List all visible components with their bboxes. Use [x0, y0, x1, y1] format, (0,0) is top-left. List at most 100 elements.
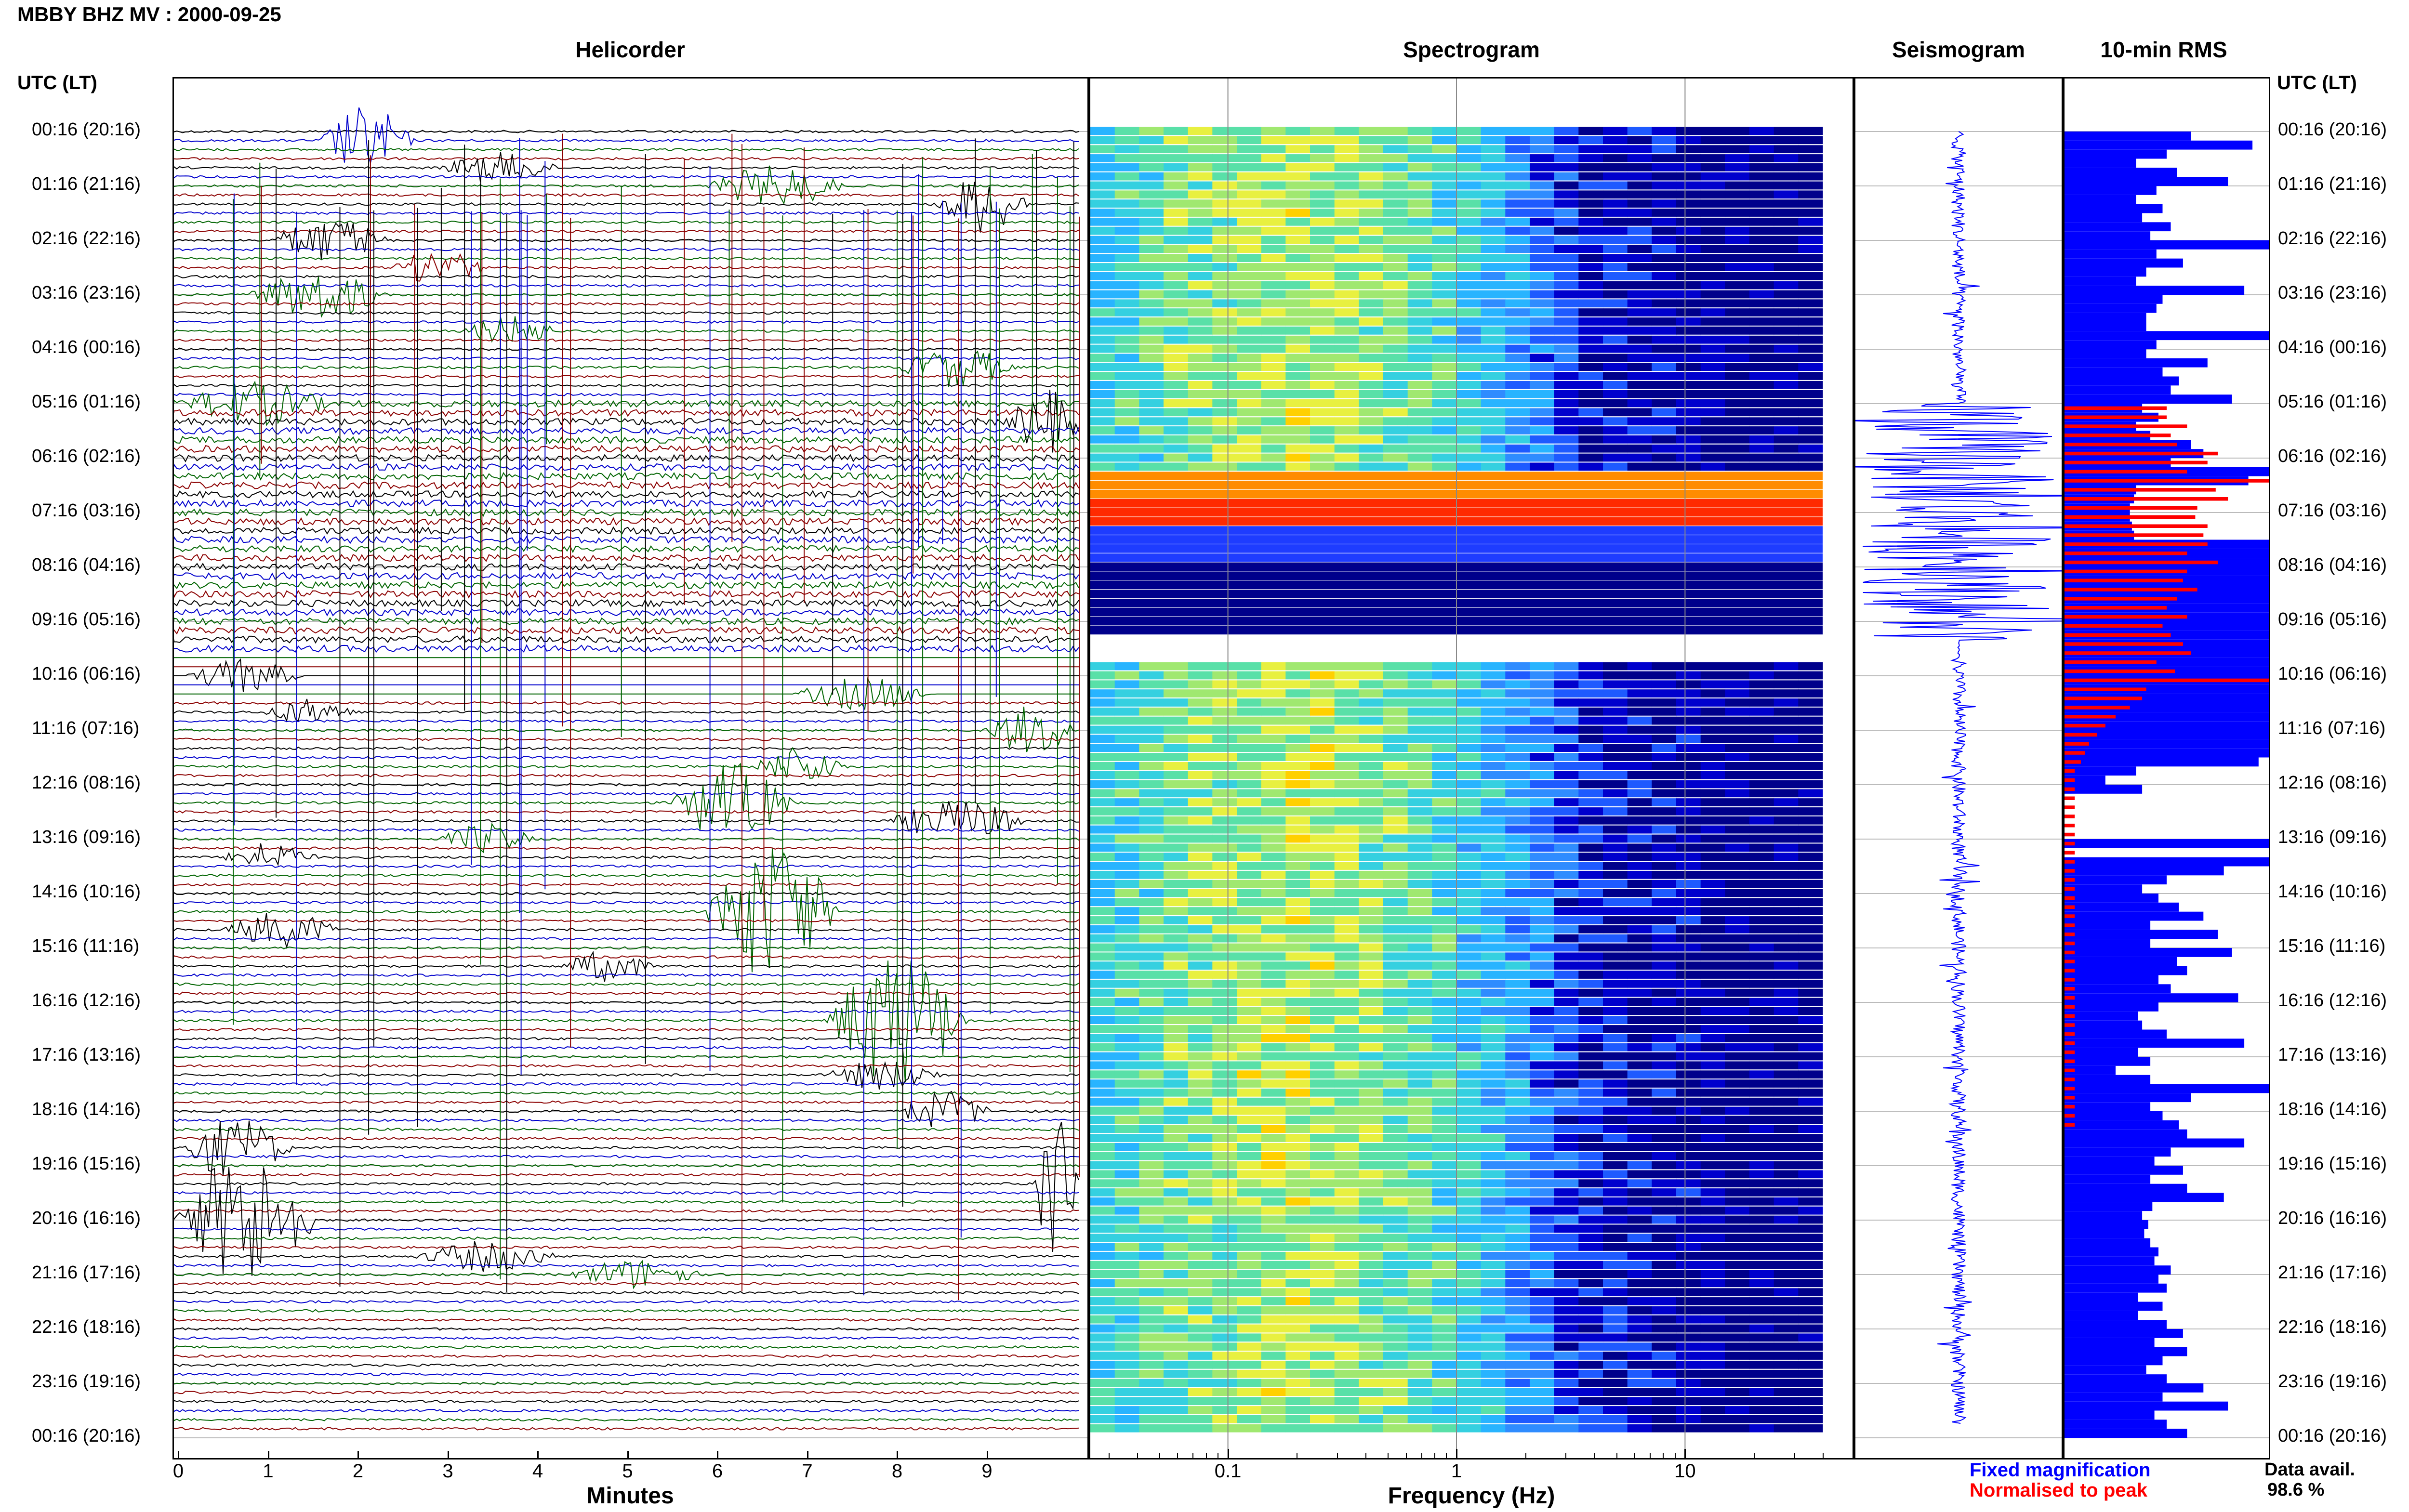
- rms-bar-fixed: [2065, 131, 2191, 141]
- helicorder-trace: [174, 193, 1079, 197]
- rms-bar-fixed: [2065, 866, 2224, 876]
- helicorder-trace: [174, 882, 1079, 886]
- spectrogram-row: [1090, 317, 1823, 326]
- rms-bar-fixed: [2065, 875, 2167, 885]
- rms-bar-fixed: [2065, 186, 2157, 195]
- seismogram-title: Seismogram: [1892, 37, 2025, 62]
- spectrogram-row: [1090, 807, 1823, 815]
- minutes-tick-label: 2: [352, 1460, 364, 1482]
- helicorder-trace: [174, 572, 1079, 580]
- spectrogram-row: [1090, 435, 1823, 444]
- helicorder-trace: [174, 1100, 1079, 1104]
- rms-bar-fixed: [2065, 911, 2204, 921]
- spectrogram-row: [1090, 1397, 1823, 1406]
- rms-bar-fixed: [2065, 621, 2269, 631]
- rms-bar-normalised: [2065, 960, 2075, 963]
- spectrogram-row: [1090, 870, 1823, 879]
- frequency-tick: [1227, 1449, 1229, 1459]
- spectrogram-row: [1090, 136, 1823, 145]
- frequency-minor-tick: [1674, 1453, 1676, 1459]
- helicorder-trace: [174, 626, 1079, 635]
- helicorder-trace: [174, 707, 1079, 752]
- rms-bar-fixed: [2065, 140, 2253, 150]
- rms-bar-fixed: [2065, 776, 2105, 785]
- spectrogram-row: [1090, 825, 1823, 834]
- spectrogram-row: [1090, 889, 1823, 897]
- rms-bar-fixed: [2065, 739, 2269, 749]
- spectrogram-row: [1090, 862, 1823, 870]
- helicorder-trace: [174, 248, 1079, 251]
- time-label-left: 02:16 (22:16): [32, 228, 141, 249]
- rms-bar-fixed: [2065, 1338, 2155, 1347]
- rms-bar-fixed: [2065, 267, 2146, 277]
- time-label-left: 21:16 (17:16): [32, 1262, 141, 1283]
- helicorder-trace: [174, 1418, 1079, 1422]
- helicorder-plot: [174, 107, 1087, 1438]
- time-label-right: 22:16 (18:16): [2278, 1317, 2387, 1337]
- rms-bar-fixed: [2065, 1102, 2151, 1111]
- spectrogram-row: [1090, 199, 1823, 208]
- rms-bar-fixed: [2065, 694, 2269, 703]
- rms-bar-fixed: [2065, 920, 2151, 930]
- helicorder-trace: [174, 302, 1079, 306]
- helicorder-trace: [174, 1427, 1079, 1431]
- rms-bar-fixed: [2065, 657, 2269, 667]
- utc-label-right: UTC (LT): [2277, 72, 2357, 93]
- spectrogram-row: [1090, 744, 1823, 752]
- spectrogram-title: Spectrogram: [1403, 37, 1540, 62]
- helicorder-trace: [174, 211, 1079, 215]
- rms-bar-normalised: [2065, 597, 2177, 601]
- time-label-left: 15:16 (11:16): [32, 936, 140, 956]
- time-label-left: 03:16 (23:16): [32, 283, 141, 303]
- frequency-minor-tick: [1754, 1453, 1755, 1459]
- frequency-minor-tick: [1365, 1453, 1367, 1459]
- spectrogram-row: [1090, 943, 1823, 952]
- frequency-minor-tick: [1663, 1453, 1664, 1459]
- time-label-right: 17:16 (13:16): [2278, 1045, 2387, 1065]
- helicorder-trace: [174, 580, 1079, 590]
- spectrogram-row: [1090, 725, 1823, 734]
- spectrogram-row: [1090, 780, 1823, 789]
- rms-bar-normalised: [2065, 524, 2208, 528]
- helicorder-trace: [174, 864, 1079, 868]
- rms-bar-normalised: [2065, 841, 2075, 846]
- frequency-minor-tick: [1388, 1453, 1389, 1459]
- time-label-left: 00:16 (20:16): [32, 1426, 141, 1446]
- rms-bar-normalised: [2065, 869, 2075, 873]
- rms-bar-normalised: [2065, 533, 2204, 537]
- helicorder-trace: [174, 252, 1079, 282]
- frequency-minor-tick: [1434, 1453, 1436, 1459]
- spectrogram-row: [1090, 444, 1823, 453]
- rms-bar-fixed: [2065, 766, 2136, 776]
- frequency-minor-tick: [1337, 1453, 1338, 1459]
- helicorder-trace: [174, 763, 1079, 830]
- spectrogram-row: [1090, 716, 1823, 725]
- rms-bar-fixed: [2065, 1129, 2187, 1139]
- helicorder-trace: [174, 481, 1079, 490]
- spectrogram-row: [1090, 907, 1823, 915]
- spectrogram-row: [1090, 354, 1823, 362]
- time-label-left: 06:16 (02:16): [32, 446, 141, 466]
- rms-bar-normalised: [2065, 497, 2228, 501]
- helicorder-trace: [174, 1408, 1079, 1413]
- minutes-tick-label: 0: [172, 1460, 184, 1482]
- spectrogram-row: [1090, 127, 1823, 135]
- rms-bar-fixed: [2065, 394, 2232, 404]
- rms-bar-fixed: [2065, 303, 2157, 313]
- helicorder-trace: [174, 698, 1079, 723]
- spectrogram-row: [1090, 1143, 1823, 1151]
- helicorder-trace: [174, 222, 1079, 261]
- spectrogram-row: [1090, 335, 1823, 344]
- seismogram-panel: [1854, 77, 2063, 1459]
- spectrogram-row: [1090, 254, 1823, 262]
- helicorder-trace: [174, 490, 1079, 499]
- rms-bar-fixed: [2065, 1256, 2155, 1266]
- spectrogram-row: [1090, 1406, 1823, 1414]
- rms-bar-normalised: [2065, 424, 2187, 428]
- time-label-right: 04:16 (00:16): [2278, 337, 2387, 357]
- helicorder-trace: [174, 608, 1079, 617]
- spectrogram-row: [1090, 1279, 1823, 1288]
- helicorder-trace: [174, 1241, 1079, 1272]
- helicorder-trace: [174, 463, 1079, 472]
- spectrogram-row: [1090, 1243, 1823, 1251]
